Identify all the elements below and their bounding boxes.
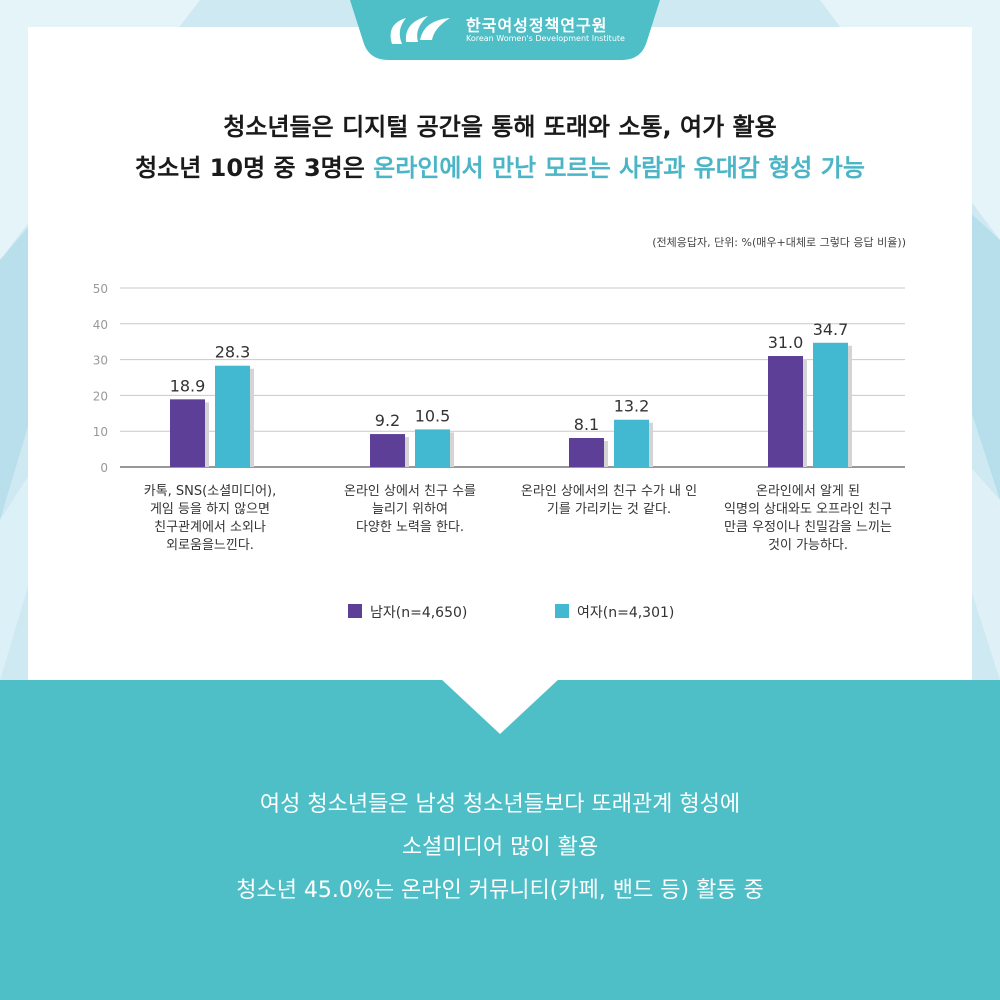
brand-name-en: Korean Women's Development Institute <box>466 34 625 43</box>
summary-line-3: 청소년 45.0%는 온라인 커뮤니티(카페, 밴드 등) 활동 중 <box>236 878 764 903</box>
data-label: 34.7 <box>813 320 849 339</box>
legend-label-female: 여자(n=4,301) <box>577 605 675 621</box>
legend-label-male: 남자(n=4,650) <box>370 605 468 621</box>
bar-female <box>614 419 649 467</box>
headline-line-2-highlight: 온라인에서 만난 모르는 사람과 유대감 형성 가능 <box>373 154 865 182</box>
pointer-arrow <box>440 678 560 734</box>
brand-name: 한국여성정책연구원 <box>466 16 608 35</box>
bar-male <box>170 399 205 467</box>
bar-male <box>768 356 803 467</box>
summary-line-2: 소셜미디어 많이 활용 <box>401 835 599 860</box>
x-category-label: 온라인에서 알게 된 익명의 상대와도 오프라인 친구 만큼 우정이나 친밀감을… <box>724 484 892 553</box>
data-label: 9.2 <box>375 411 400 430</box>
data-label: 10.5 <box>415 406 451 425</box>
data-label: 18.9 <box>170 376 206 395</box>
legend-swatch-female <box>555 604 569 618</box>
kwdi-logo-icon <box>390 16 450 44</box>
y-tick-label: 30 <box>93 354 108 368</box>
data-label: 13.2 <box>614 397 650 416</box>
data-label: 28.3 <box>215 343 251 362</box>
y-tick-label: 20 <box>93 389 108 403</box>
headline-line-2: 청소년 10명 중 3명은 온라인에서 만난 모르는 사람과 유대감 형성 가능 <box>0 148 1000 183</box>
x-category-label: 카톡, SNS(소셜미디어), 게임 등을 하지 않으면 친구관계에서 소외나 … <box>143 484 277 553</box>
bar-male <box>370 434 405 467</box>
bar-female <box>215 365 250 467</box>
y-tick-label: 0 <box>100 461 108 475</box>
bar-female <box>415 429 450 467</box>
x-category-label: 온라인 상에서의 친구 수가 내 인 기를 가리키는 것 같다. <box>520 484 698 517</box>
data-label: 31.0 <box>768 333 804 352</box>
summary-line-1: 여성 청소년들은 남성 청소년들보다 또래관계 형성에 <box>259 792 741 817</box>
y-tick-label: 50 <box>93 282 108 296</box>
bar-female <box>813 342 848 467</box>
chart-unit-note: (전체응답자, 단위: %(매우+대체로 그렇다 응답 비율)) <box>652 236 906 249</box>
legend-swatch-male <box>348 604 362 618</box>
headline-line-1: 청소년들은 디지털 공간을 통해 또래와 소통, 여가 활용 <box>223 113 777 141</box>
headline-line-2-prefix: 청소년 10명 중 3명은 <box>135 154 374 182</box>
logo-tab <box>350 0 660 60</box>
y-tick-label: 40 <box>93 318 108 332</box>
bar-male <box>569 438 604 467</box>
y-tick-label: 10 <box>93 425 108 439</box>
x-category-label: 온라인 상에서 친구 수를 늘리기 위하여 다양한 노력을 한다. <box>344 484 476 535</box>
bar-chart: 0 10 20 30 40 50 18.9 9.2 8.1 31.0 28.3 10.5 13.2 34.… <box>93 282 905 475</box>
data-label: 8.1 <box>574 415 599 434</box>
